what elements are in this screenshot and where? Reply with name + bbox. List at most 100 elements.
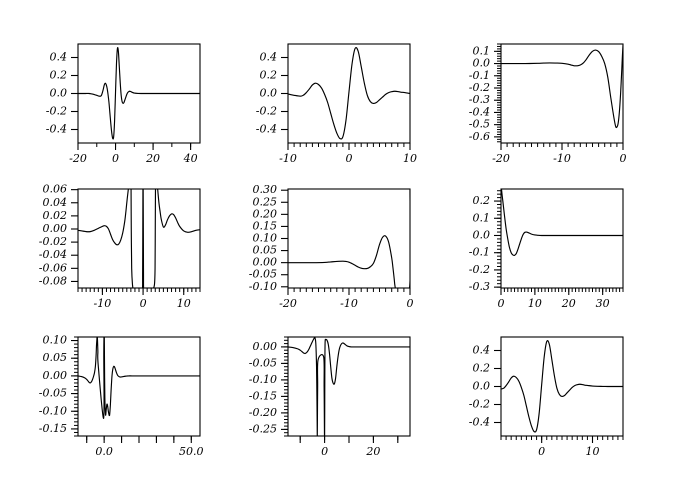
svg-text:-0.3: -0.3: [469, 280, 490, 293]
plot-frame: [77, 188, 201, 289]
svg-text:20: 20: [145, 152, 160, 165]
data-curve: [288, 189, 410, 288]
svg-text:-10: -10: [279, 152, 297, 165]
svg-text:0.1: 0.1: [473, 44, 491, 57]
svg-text:50.0: 50.0: [179, 445, 204, 458]
svg-text:0.30: 0.30: [253, 183, 278, 196]
svg-text:10: 10: [586, 445, 600, 458]
svg-text:-0.25: -0.25: [249, 422, 277, 435]
svg-text:-0.10: -0.10: [39, 404, 67, 417]
svg-text:0: 0: [407, 297, 414, 310]
svg-text:-0.20: -0.20: [249, 406, 277, 419]
axis-tick-labels: 0.060.040.020.00-0.02-0.04-0.06-0.08 -10 0…: [39, 183, 191, 310]
axis-tick-labels: -0.4 -0.2 0.0 0.2 0.4 -20 0 20 40: [46, 51, 198, 166]
plot-panel-7: 0.10 0.05 0.00 -0.05 -0.10 -0.15 0.0 50.0: [18, 327, 214, 466]
plot-panel-1: -0.4 -0.2 0.0 0.2 0.4 -20 0 20 40: [18, 34, 214, 173]
svg-text:-0.4: -0.4: [469, 105, 490, 118]
svg-text:-0.10: -0.10: [249, 373, 277, 386]
svg-text:-0.08: -0.08: [39, 274, 67, 287]
svg-text:-20: -20: [492, 152, 510, 165]
plot-frame: [77, 336, 201, 437]
svg-text:0: 0: [538, 445, 545, 458]
svg-text:-0.04: -0.04: [39, 248, 67, 261]
axis-ticks: [497, 190, 624, 292]
svg-text:-0.4: -0.4: [46, 123, 67, 136]
axis-ticks: [284, 336, 399, 440]
svg-text:-0.2: -0.2: [469, 263, 490, 276]
svg-text:0.05: 0.05: [253, 244, 278, 257]
plot-panel-8: 0.00 -0.05 -0.10 -0.15 -0.20 -0.25 0 20: [228, 327, 424, 466]
svg-text:0: 0: [620, 152, 627, 165]
svg-text:-0.05: -0.05: [249, 356, 277, 369]
svg-text:-10: -10: [94, 297, 112, 310]
svg-text:0.15: 0.15: [253, 219, 278, 232]
plot-panel-3: 0.1 0.0 -0.1 -0.2 -0.3 -0.4 -0.5 -0.6 -20 -10 0: [441, 34, 637, 173]
plot-panel-4: 0.06 0.04 0.02 0.00 -0.02 -0.04 -0.06 -0.08 -10 0…: [18, 179, 214, 318]
data-curve: [501, 44, 623, 129]
axis-tick-labels: 0.4 0.2 0.0 -0.2 -0.4 0 10: [469, 344, 600, 459]
axis-ticks: [74, 336, 192, 440]
svg-text:-0.2: -0.2: [469, 398, 490, 411]
svg-text:0.10: 0.10: [253, 232, 278, 245]
svg-text:10: 10: [528, 297, 542, 310]
svg-text:0: 0: [112, 152, 119, 165]
plot-panel-9: 0.4 0.2 0.0 -0.2 -0.4 0 10: [441, 327, 637, 466]
plot-frame: [287, 336, 411, 437]
svg-text:10: 10: [403, 152, 417, 165]
svg-text:0.2: 0.2: [473, 194, 491, 207]
plot-frame: [500, 43, 624, 144]
axis-ticks: [77, 288, 201, 292]
svg-text:-0.4: -0.4: [256, 123, 277, 136]
axis-tick-labels: 0.00 -0.05 -0.10 -0.15 -0.20 -0.25 0 20: [249, 340, 399, 458]
data-curve: [78, 189, 200, 288]
svg-text:0: 0: [498, 297, 505, 310]
svg-text:-0.06: -0.06: [39, 261, 67, 274]
plot-frame: [287, 188, 411, 289]
svg-text:-0.15: -0.15: [249, 389, 277, 402]
svg-text:-20: -20: [279, 297, 297, 310]
svg-text:0.1: 0.1: [473, 211, 491, 224]
axis-tick-labels: 0.2 0.1 0.0 -0.1 -0.2 -0.3 0 10 20 30: [469, 194, 610, 310]
svg-text:0.2: 0.2: [50, 69, 68, 82]
data-curve: [501, 340, 623, 433]
axis-tick-labels: 0.10.0-0.1-0.2-0.3-0.4-0.5-0.6-20 -10 0: [469, 44, 627, 165]
svg-text:0.0: 0.0: [473, 380, 491, 393]
plot-frame: [500, 188, 624, 289]
svg-text:30: 30: [596, 297, 610, 310]
svg-text:0: 0: [346, 152, 353, 165]
axis-ticks: [77, 143, 192, 147]
svg-text:-10: -10: [340, 297, 358, 310]
data-curve: [288, 337, 410, 436]
svg-text:0.00: 0.00: [253, 256, 278, 269]
svg-text:-0.02: -0.02: [39, 235, 67, 248]
svg-text:0.06: 0.06: [43, 183, 68, 196]
svg-text:0.0: 0.0: [473, 228, 491, 241]
svg-text:-0.1: -0.1: [469, 246, 490, 259]
plot-panel-2: -0.4 -0.2 0.0 0.2 0.4 -10 0 10: [228, 34, 424, 173]
svg-text:20: 20: [365, 445, 380, 458]
svg-text:0.0: 0.0: [473, 57, 491, 70]
svg-text:-0.6: -0.6: [469, 130, 490, 143]
svg-text:20: 20: [561, 297, 576, 310]
svg-text:-0.2: -0.2: [256, 105, 277, 118]
axis-ticks: [500, 436, 624, 440]
axis-tick-labels: -0.4 -0.2 0.0 0.2 0.4 -10 0 10: [256, 51, 417, 166]
data-curve: [501, 189, 623, 256]
plot-panel-6: 0.2 0.1 0.0 -0.1 -0.2 -0.3 0 10 20 30: [441, 179, 637, 318]
svg-text:0.04: 0.04: [43, 196, 68, 209]
svg-text:-0.05: -0.05: [249, 268, 277, 281]
svg-text:0.00: 0.00: [253, 340, 278, 353]
svg-text:0.20: 0.20: [253, 207, 278, 220]
data-curve: [288, 47, 410, 140]
svg-text:0.4: 0.4: [50, 51, 68, 64]
plot-panel-5: 0.30 0.25 0.20 0.15 0.10 0.05 0.00 -0.05 -0.10 -2…: [228, 179, 424, 318]
svg-text:0.05: 0.05: [43, 351, 68, 364]
data-curve: [78, 47, 200, 140]
svg-text:10: 10: [177, 297, 191, 310]
svg-text:-20: -20: [69, 152, 87, 165]
svg-text:-0.4: -0.4: [469, 416, 490, 429]
svg-text:-0.15: -0.15: [39, 422, 67, 435]
axis-ticks: [497, 43, 624, 147]
svg-text:0: 0: [321, 445, 328, 458]
